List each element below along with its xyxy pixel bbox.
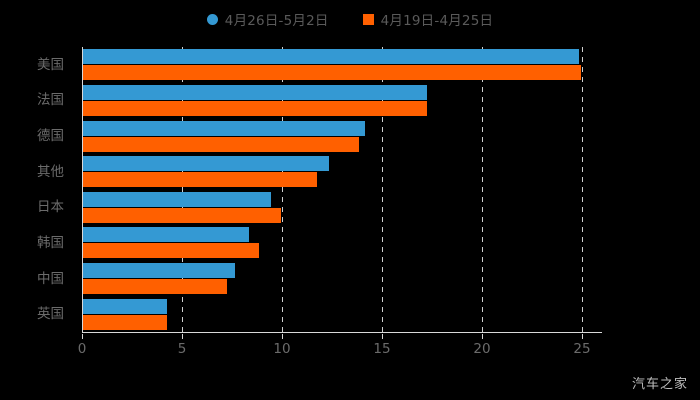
legend-marker-square-icon: [362, 13, 374, 25]
y-axis-line: [82, 47, 83, 332]
y-axis-label-其他: 其他: [37, 163, 64, 180]
x-tick-label-20: 20: [473, 341, 491, 357]
legend-item-series-0[interactable]: 4月26日-5月2日: [206, 9, 329, 29]
bar-德国-series-0[interactable]: [83, 120, 365, 136]
bar-group-日本: [83, 191, 601, 223]
plot-area: [82, 47, 601, 332]
legend-marker-circle-icon: [206, 13, 218, 25]
gridline-x-10: [282, 47, 283, 332]
bar-美国-series-1[interactable]: [83, 65, 581, 81]
bar-group-其他: [83, 156, 601, 188]
bar-法国-series-0[interactable]: [83, 84, 427, 100]
y-axis-label-美国: 美国: [37, 56, 64, 73]
bar-英国-series-1[interactable]: [83, 314, 167, 330]
x-axis-line: [82, 332, 602, 333]
y-axis-label-法国: 法国: [37, 92, 64, 109]
y-axis-label-韩国: 韩国: [37, 234, 64, 251]
legend-item-series-1[interactable]: 4月19日-4月25日: [362, 9, 494, 29]
bar-韩国-series-1[interactable]: [83, 243, 259, 259]
bar-日本-series-0[interactable]: [83, 191, 271, 207]
bar-德国-series-1[interactable]: [83, 136, 359, 152]
bar-group-美国: [83, 49, 601, 81]
bar-group-法国: [83, 84, 601, 116]
x-tick-mark-15: [382, 334, 383, 339]
bar-其他-series-1[interactable]: [83, 172, 317, 188]
x-tick-label-10: 10: [273, 341, 291, 357]
bar-英国-series-0[interactable]: [83, 298, 167, 314]
bar-中国-series-1[interactable]: [83, 279, 227, 295]
x-tick-label-5: 5: [177, 341, 187, 357]
gridline-x-5: [182, 47, 183, 332]
x-tick-mark-5: [182, 334, 183, 339]
legend-label-series-0: 4月26日-5月2日: [224, 13, 329, 29]
legend-label-series-1: 4月19日-4月25日: [380, 13, 494, 29]
x-tick-label-0: 0: [77, 341, 87, 357]
y-axis-label-英国: 英国: [37, 306, 64, 323]
watermark: 汽车之家: [631, 377, 688, 392]
x-tick-mark-0: [82, 334, 83, 339]
bar-group-德国: [83, 120, 601, 152]
x-tick-label-15: 15: [373, 341, 391, 357]
x-tick-mark-25: [582, 334, 583, 339]
gridline-x-25: [582, 47, 583, 332]
y-axis-category-labels: 美国法国德国其他日本韩国中国英国: [0, 47, 72, 332]
bar-其他-series-0[interactable]: [83, 156, 329, 172]
bar-韩国-series-0[interactable]: [83, 227, 249, 243]
bar-中国-series-0[interactable]: [83, 263, 235, 279]
x-axis-ticks: 0 5 10 15 20 25: [0, 334, 700, 358]
bar-美国-series-0[interactable]: [83, 49, 579, 65]
bar-group-中国: [83, 263, 601, 295]
x-tick-label-25: 25: [573, 341, 591, 357]
x-tick-mark-10: [282, 334, 283, 339]
bar-日本-series-1[interactable]: [83, 207, 281, 223]
gridline-x-15: [382, 47, 383, 332]
y-axis-label-中国: 中国: [37, 270, 64, 287]
gridline-x-20: [482, 47, 483, 332]
bar-法国-series-1[interactable]: [83, 100, 427, 116]
x-tick-mark-20: [482, 334, 483, 339]
bar-group-英国: [83, 298, 601, 330]
y-axis-label-日本: 日本: [37, 199, 64, 216]
y-axis-label-德国: 德国: [37, 128, 64, 145]
chart-legend: 4月26日-5月2日 4月19日-4月25日: [0, 6, 700, 32]
bar-group-韩国: [83, 227, 601, 259]
